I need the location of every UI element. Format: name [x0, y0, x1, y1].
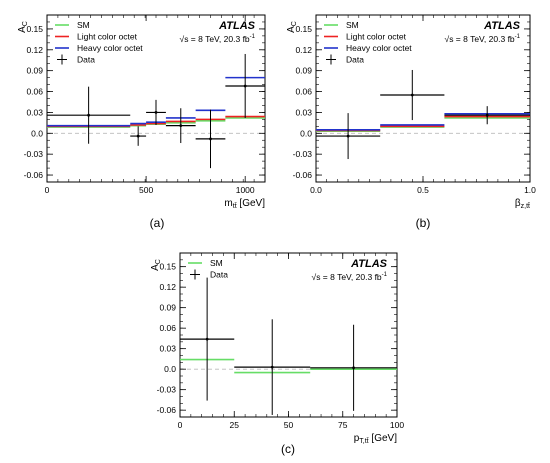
lumi-superscript: -1 [515, 34, 521, 40]
x-axis-label-main: β [515, 198, 521, 209]
y-axis-label: AC [286, 21, 298, 33]
experiment-label: ATLAS [218, 20, 256, 32]
data-point [352, 366, 355, 370]
data-point [87, 113, 91, 117]
panel-caption: (b) [416, 216, 431, 230]
y-tick-label: 0.0 [31, 128, 43, 138]
x-tick-label: 1000 [236, 185, 255, 195]
energy-lumi-label: √s = 8 TeV, 20.3 fb-1 [312, 272, 388, 282]
data-point [205, 337, 209, 341]
x-tick-label: 0.5 [417, 185, 429, 195]
x-tick-label: 75 [338, 420, 348, 430]
y-tick-label: 0.0 [164, 364, 176, 374]
energy-text: √s = 8 TeV, 20.3 fb [312, 272, 382, 282]
y-tick-label: -0.03 [157, 385, 177, 395]
y-tick-label: 0.15 [159, 262, 176, 272]
data-point [179, 124, 183, 128]
legend-label: Data [77, 55, 95, 65]
y-tick-label: 0.06 [295, 87, 312, 97]
legend-label: SM [210, 258, 223, 268]
x-tick-label: 1.0 [524, 185, 536, 195]
energy-lumi-label: √s = 8 TeV, 20.3 fb-1 [180, 34, 256, 44]
energy-text: √s = 8 TeV, 20.3 fb [180, 34, 250, 44]
x-tick-label: 500 [139, 185, 153, 195]
x-axis-label: mtt̄ [GeV] [224, 198, 265, 210]
x-tick-label: 25 [230, 420, 240, 430]
chart-panel-a: -0.06 -0.03 0.0 0.03 0.06 0.09 0.12 0.15 0 500 100… [17, 14, 266, 230]
chart-panel-c: -0.06 -0.03 0.0 0.03 0.06 0.09 0.12 0.15 0 25 50 75… [150, 252, 404, 456]
data-point [485, 113, 489, 117]
y-tick-label: 0.03 [26, 107, 43, 117]
x-axis-label-sub: z,tt̄ [521, 202, 530, 210]
y-tick-label: 0.06 [26, 87, 43, 97]
legend-label: Light color octet [346, 32, 407, 42]
panel-caption: (c) [281, 442, 295, 456]
legend-label: SM [77, 20, 90, 30]
y-tick-label: 0.09 [295, 66, 312, 76]
y-tick-label: 0.03 [295, 107, 312, 117]
y-tick-label: -0.06 [157, 405, 177, 415]
y-axis-label: AC [150, 259, 162, 271]
y-tick-label: 0.12 [295, 45, 312, 55]
y-axis-label-main: A [17, 26, 28, 33]
y-axis-label-main: A [150, 264, 161, 271]
x-axis-label-sub: T,tt̄ [359, 437, 368, 445]
energy-text: √s = 8 TeV, 20.3 fb [445, 34, 515, 44]
x-axis-label: pT,tt̄ [GeV] [354, 433, 397, 445]
x-axis-label-unit: [GeV] [237, 198, 266, 209]
y-axis-label-sub: C [291, 21, 298, 26]
y-axis-label-sub: C [22, 21, 29, 26]
y-tick-label: 0.06 [159, 323, 176, 333]
energy-lumi-label: √s = 8 TeV, 20.3 fb-1 [445, 34, 521, 44]
legend-label: Light color octet [77, 32, 138, 42]
y-tick-label: 0.15 [295, 24, 312, 34]
lumi-superscript: -1 [382, 272, 388, 278]
y-axis-label-main: A [286, 26, 297, 33]
y-tick-label: -0.03 [24, 149, 44, 159]
legend-label: Heavy color octet [77, 43, 143, 53]
experiment-label: ATLAS [483, 20, 521, 32]
y-tick-label: 0.03 [159, 344, 176, 354]
data-point [410, 93, 414, 97]
y-axis-label-sub: C [155, 259, 162, 264]
lumi-superscript: -1 [250, 34, 256, 40]
experiment-label: ATLAS [350, 258, 388, 270]
data-point [136, 134, 140, 138]
x-tick-label: 100 [390, 420, 404, 430]
x-axis-label: βz,tt̄ [515, 198, 530, 210]
x-tick-label: 50 [284, 420, 294, 430]
data-point [270, 365, 274, 369]
y-tick-label: 0.09 [26, 66, 43, 76]
legend-label: Heavy color octet [346, 43, 412, 53]
y-tick-label: 0.0 [300, 128, 312, 138]
y-tick-label: 0.09 [159, 303, 176, 313]
x-axis-label-sub: tt̄ [233, 202, 237, 210]
legend-label: Data [346, 55, 364, 65]
x-tick-label: 0 [178, 420, 183, 430]
y-tick-label: 0.12 [26, 45, 43, 55]
data-point [154, 111, 158, 114]
x-tick-label: 0.0 [310, 185, 322, 195]
x-axis-label-unit: [GeV] [369, 433, 398, 444]
x-axis-label-main: m [224, 198, 232, 209]
x-axis-label-main: p [354, 433, 360, 444]
legend-label: Data [210, 270, 228, 280]
y-tick-label: -0.06 [293, 170, 313, 180]
y-axis-label: AC [17, 21, 29, 33]
y-tick-label: -0.03 [293, 149, 313, 159]
chart-panel-b: -0.06 -0.03 0.0 0.03 0.06 0.09 0.12 0.15 0.0 0.5 1… [286, 14, 536, 230]
y-tick-label: 0.15 [26, 24, 43, 34]
data-point [243, 84, 247, 88]
legend-label: SM [346, 20, 359, 30]
y-tick-label: 0.12 [159, 282, 176, 292]
x-tick-label: 0 [45, 185, 50, 195]
data-point [346, 134, 350, 138]
panel-caption: (a) [150, 216, 165, 230]
data-point [209, 137, 212, 141]
y-tick-label: -0.06 [24, 170, 44, 180]
